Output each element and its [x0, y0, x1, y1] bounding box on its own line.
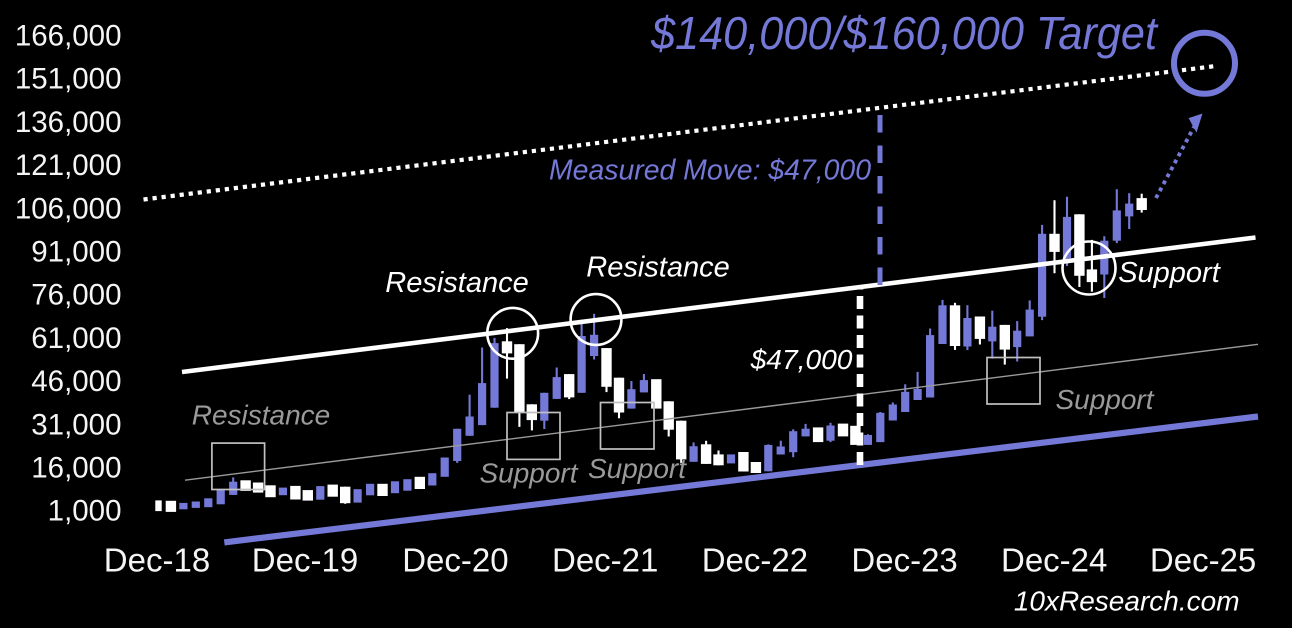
svg-text:Support: Support: [479, 458, 578, 489]
svg-text:151,000: 151,000: [15, 63, 122, 96]
svg-text:106,000: 106,000: [15, 192, 122, 225]
svg-text:$140,000/$160,000 Target: $140,000/$160,000 Target: [650, 7, 1159, 59]
svg-text:Support: Support: [1055, 384, 1154, 415]
svg-text:91,000: 91,000: [31, 236, 121, 269]
svg-text:10xResearch.com: 10xResearch.com: [1014, 586, 1240, 617]
svg-text:Dec-18: Dec-18: [104, 542, 210, 579]
svg-text:31,000: 31,000: [31, 408, 121, 441]
svg-text:61,000: 61,000: [31, 322, 121, 355]
svg-text:Dec-23: Dec-23: [851, 542, 957, 579]
svg-text:Resistance: Resistance: [586, 252, 729, 284]
svg-text:Dec-19: Dec-19: [252, 542, 358, 579]
svg-text:Dec-22: Dec-22: [702, 542, 808, 579]
svg-text:Measured Move: $47,000: Measured Move: $47,000: [549, 155, 871, 187]
svg-text:Support: Support: [1118, 257, 1222, 289]
svg-text:Dec-20: Dec-20: [402, 542, 508, 579]
svg-text:16,000: 16,000: [31, 452, 121, 485]
svg-text:1,000: 1,000: [48, 495, 122, 528]
svg-text:Dec-25: Dec-25: [1150, 542, 1256, 579]
svg-text:Dec-24: Dec-24: [1001, 542, 1107, 579]
svg-text:Support: Support: [588, 453, 687, 484]
svg-text:166,000: 166,000: [15, 20, 122, 53]
svg-text:136,000: 136,000: [15, 106, 122, 139]
svg-text:46,000: 46,000: [31, 365, 121, 398]
svg-text:121,000: 121,000: [15, 149, 122, 182]
svg-text:Dec-21: Dec-21: [552, 542, 658, 579]
svg-text:Resistance: Resistance: [192, 400, 331, 431]
svg-text:$47,000: $47,000: [750, 343, 853, 375]
svg-text:Resistance: Resistance: [385, 267, 528, 299]
svg-text:76,000: 76,000: [31, 279, 121, 312]
